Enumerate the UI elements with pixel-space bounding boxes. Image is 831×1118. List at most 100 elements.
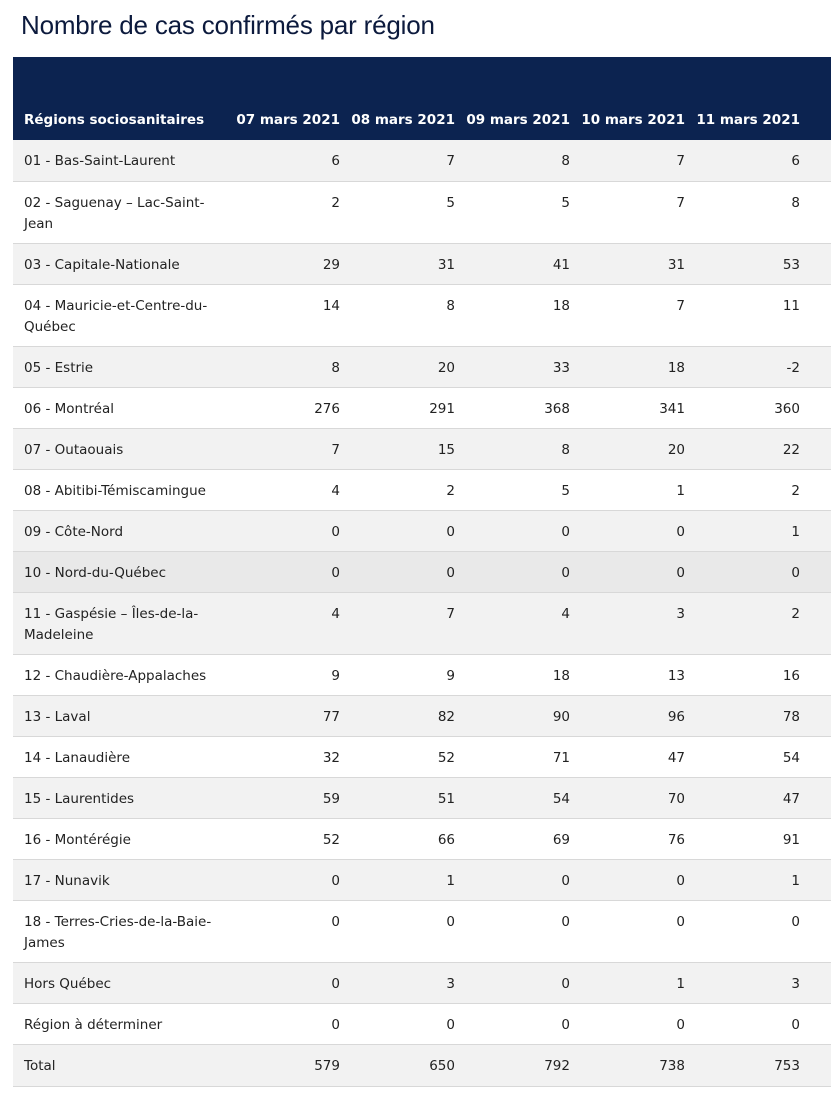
case-count-cell: 59 (225, 777, 340, 819)
region-name-cell: 14 - Lanaudière (13, 736, 225, 778)
case-count-cell: 6 (225, 140, 340, 182)
case-count-cell: 78 (685, 695, 800, 737)
region-name-cell: Région à déterminer (13, 1003, 225, 1045)
case-count-cell: 91 (685, 818, 800, 860)
column-header-date-5: 11 mars 2021 (696, 112, 800, 128)
table-row: 02 - Saguenay – Lac-Saint-Jean 2 5 5 7 8 (13, 181, 831, 244)
case-count-cell: 0 (570, 900, 685, 963)
region-name-cell: 02 - Saguenay – Lac-Saint-Jean (13, 181, 225, 244)
case-count-cell: 0 (340, 900, 455, 963)
case-count-cell: 5 (455, 469, 570, 511)
header-spacer (800, 57, 831, 140)
region-name-cell: 07 - Outaouais (13, 428, 225, 470)
table-row: 15 - Laurentides 59 51 54 70 47 (13, 777, 831, 819)
case-count-cell: 70 (570, 777, 685, 819)
case-count-cell: 3 (570, 592, 685, 655)
table-row: 12 - Chaudière-Appalaches 9 9 18 13 16 (13, 654, 831, 696)
case-count-cell: 41 (455, 243, 570, 285)
table-row: Région à déterminer 0 0 0 0 0 (13, 1003, 831, 1045)
case-count-cell: 31 (340, 243, 455, 285)
table-row: 06 - Montréal 276 291 368 341 360 (13, 387, 831, 429)
column-header-date-4: 10 mars 2021 (581, 112, 685, 128)
row-spacer (800, 140, 831, 182)
case-count-cell: 29 (225, 243, 340, 285)
case-count-cell: 0 (340, 510, 455, 552)
row-spacer (800, 818, 831, 860)
case-count-cell: 18 (455, 654, 570, 696)
region-name-cell: 17 - Nunavik (13, 859, 225, 901)
table-row: 01 - Bas-Saint-Laurent 6 7 8 7 6 (13, 140, 831, 182)
case-count-cell: 7 (570, 284, 685, 347)
table-row: Hors Québec 0 3 0 1 3 (13, 962, 831, 1004)
case-count-cell: 0 (225, 1003, 340, 1045)
table-body: 01 - Bas-Saint-Laurent 6 7 8 7 6 02 - Saguenay… (13, 140, 831, 1087)
case-count-cell: 1 (570, 469, 685, 511)
case-count-cell: 0 (570, 510, 685, 552)
case-count-cell: 20 (340, 346, 455, 388)
case-count-cell: 8 (225, 346, 340, 388)
case-count-cell: 0 (340, 551, 455, 593)
table-row: 10 - Nord-du-Québec 0 0 0 0 0 (13, 551, 831, 593)
case-count-cell: 96 (570, 695, 685, 737)
case-count-cell: 0 (225, 900, 340, 963)
case-count-cell: 69 (455, 818, 570, 860)
row-spacer (800, 181, 831, 244)
case-count-cell: 66 (340, 818, 455, 860)
region-name-cell: 04 - Mauricie-et-Centre-du-Québec (13, 284, 225, 347)
case-count-cell: 18 (455, 284, 570, 347)
case-count-cell: 2 (685, 592, 800, 655)
table-row: 04 - Mauricie-et-Centre-du-Québec 14 8 18 7 1… (13, 284, 831, 347)
case-count-cell: 15 (340, 428, 455, 470)
region-name-cell: 01 - Bas-Saint-Laurent (13, 140, 225, 182)
region-name-cell: 18 - Terres-Cries-de-la-Baie-James (13, 900, 225, 963)
case-count-cell: 18 (570, 346, 685, 388)
case-count-cell: 9 (225, 654, 340, 696)
case-count-cell: 77 (225, 695, 340, 737)
case-count-cell: 20 (570, 428, 685, 470)
table-row: 14 - Lanaudière 32 52 71 47 54 (13, 736, 831, 778)
region-name-cell: 03 - Capitale-Nationale (13, 243, 225, 285)
row-spacer (800, 387, 831, 429)
row-spacer (800, 284, 831, 347)
case-count-cell: 0 (455, 551, 570, 593)
row-spacer (800, 428, 831, 470)
case-count-cell: 53 (685, 243, 800, 285)
table-row: 17 - Nunavik 0 1 0 0 1 (13, 859, 831, 901)
case-count-cell: 1 (340, 859, 455, 901)
case-count-cell: 753 (685, 1044, 800, 1087)
case-count-cell: 54 (685, 736, 800, 778)
case-count-cell: 0 (340, 1003, 455, 1045)
case-count-cell: 0 (225, 859, 340, 901)
table-row: 11 - Gaspésie – Îles-de-la-Madeleine 4 7 4 3… (13, 592, 831, 655)
case-count-cell: 3 (340, 962, 455, 1004)
case-count-cell: 2 (685, 469, 800, 511)
row-spacer (800, 859, 831, 901)
row-spacer (800, 551, 831, 593)
row-spacer (800, 1044, 831, 1087)
column-header-date-1: 07 mars 2021 (236, 112, 340, 128)
table-row: 13 - Laval 77 82 90 96 78 (13, 695, 831, 737)
region-name-cell: 13 - Laval (13, 695, 225, 737)
row-spacer (800, 962, 831, 1004)
case-count-cell: 22 (685, 428, 800, 470)
row-spacer (800, 510, 831, 552)
case-count-cell: 0 (455, 510, 570, 552)
case-count-cell: 7 (570, 181, 685, 244)
case-count-cell: 14 (225, 284, 340, 347)
case-count-cell: 47 (570, 736, 685, 778)
case-count-cell: 32 (225, 736, 340, 778)
case-count-cell: 579 (225, 1044, 340, 1087)
table-total-row: Total 579 650 792 738 753 (13, 1044, 831, 1087)
case-count-cell: 1 (685, 510, 800, 552)
region-name-cell: 08 - Abitibi-Témiscamingue (13, 469, 225, 511)
case-count-cell: 7 (340, 592, 455, 655)
region-name-cell: 12 - Chaudière-Appalaches (13, 654, 225, 696)
row-spacer (800, 695, 831, 737)
case-count-cell: 0 (225, 962, 340, 1004)
case-count-cell: 0 (570, 859, 685, 901)
cases-table: Régions sociosanitaires 07 mars 2021 08 … (13, 57, 831, 1087)
case-count-cell: 7 (225, 428, 340, 470)
case-count-cell: 4 (455, 592, 570, 655)
case-count-cell: 31 (570, 243, 685, 285)
row-spacer (800, 346, 831, 388)
